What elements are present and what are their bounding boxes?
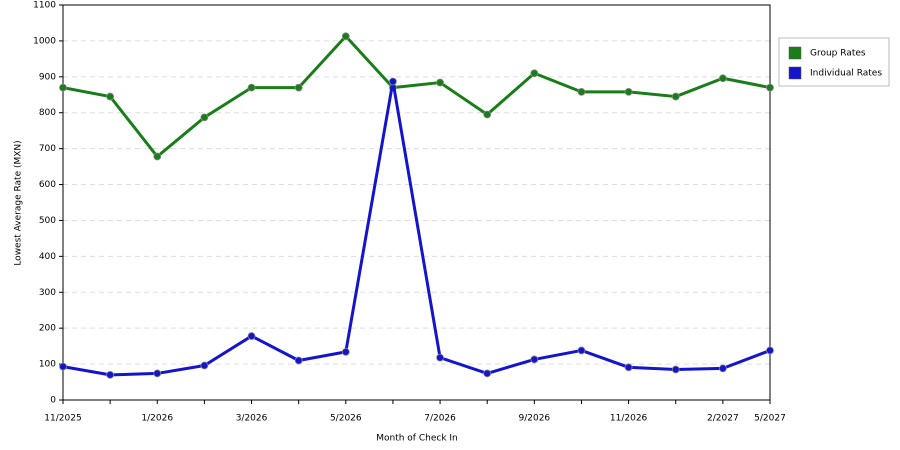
point: [483, 110, 492, 119]
plot-frame: [62, 4, 771, 401]
x-tick-label: 1/2026: [141, 414, 173, 424]
point: [436, 78, 444, 87]
point: [106, 370, 115, 379]
x-axis-label: Month of Check In: [376, 434, 458, 444]
y-tick-label: 900: [39, 72, 56, 82]
point: [624, 363, 633, 372]
y-tick-label: 600: [39, 180, 56, 190]
point: [294, 83, 303, 92]
y-tick-label: 300: [39, 288, 56, 298]
y-axis-label: Lowest Average Rate (MXN): [14, 140, 24, 265]
x-tick-label: 9/2026: [518, 414, 550, 424]
point: [247, 83, 256, 92]
x-tick-label: 3/2026: [236, 414, 268, 424]
y-tick-label: 800: [39, 108, 56, 118]
point: [341, 347, 350, 356]
point: [671, 92, 680, 101]
legend-swatch: [788, 46, 802, 60]
point: [671, 365, 680, 374]
y-tick-label: 400: [39, 252, 56, 262]
point: [718, 74, 727, 83]
x-tick-label: 5/2027: [754, 414, 786, 424]
x-tick-label: 5/2026: [330, 414, 362, 424]
point: [59, 362, 67, 371]
y-tick-label: 100: [39, 360, 56, 370]
point: [106, 92, 115, 101]
point: [200, 113, 209, 122]
legend-label: Group Rates: [810, 49, 866, 59]
x-tick-label: 2/2027: [707, 414, 739, 424]
y-tick-label: 500: [39, 216, 56, 226]
y-tick-label: 1000: [33, 36, 56, 46]
point: [341, 32, 350, 41]
point: [59, 83, 67, 92]
y-tick-label: 0: [50, 396, 56, 406]
point: [766, 346, 774, 355]
x-tick-label: 11/2026: [610, 414, 648, 424]
point: [624, 88, 633, 96]
point: [577, 346, 586, 355]
point: [153, 369, 162, 378]
x-tick-label: 7/2026: [424, 414, 456, 424]
point: [200, 361, 209, 370]
point: [153, 152, 162, 161]
point: [436, 353, 444, 362]
legend-swatch: [788, 66, 802, 80]
y-tick-label: 1100: [33, 1, 56, 11]
point: [718, 364, 727, 373]
point: [294, 356, 303, 365]
series-line: [62, 34, 771, 159]
point: [530, 355, 539, 364]
point: [530, 69, 539, 78]
legend-label: Individual Rates: [810, 69, 882, 79]
series-line: [62, 79, 771, 377]
point: [389, 77, 397, 86]
point: [483, 369, 492, 378]
point: [577, 88, 586, 96]
y-tick-label: 200: [39, 324, 56, 334]
x-tick-label: 11/2025: [44, 414, 81, 424]
point: [766, 83, 774, 92]
point: [247, 332, 256, 340]
y-tick-label: 700: [39, 144, 56, 154]
